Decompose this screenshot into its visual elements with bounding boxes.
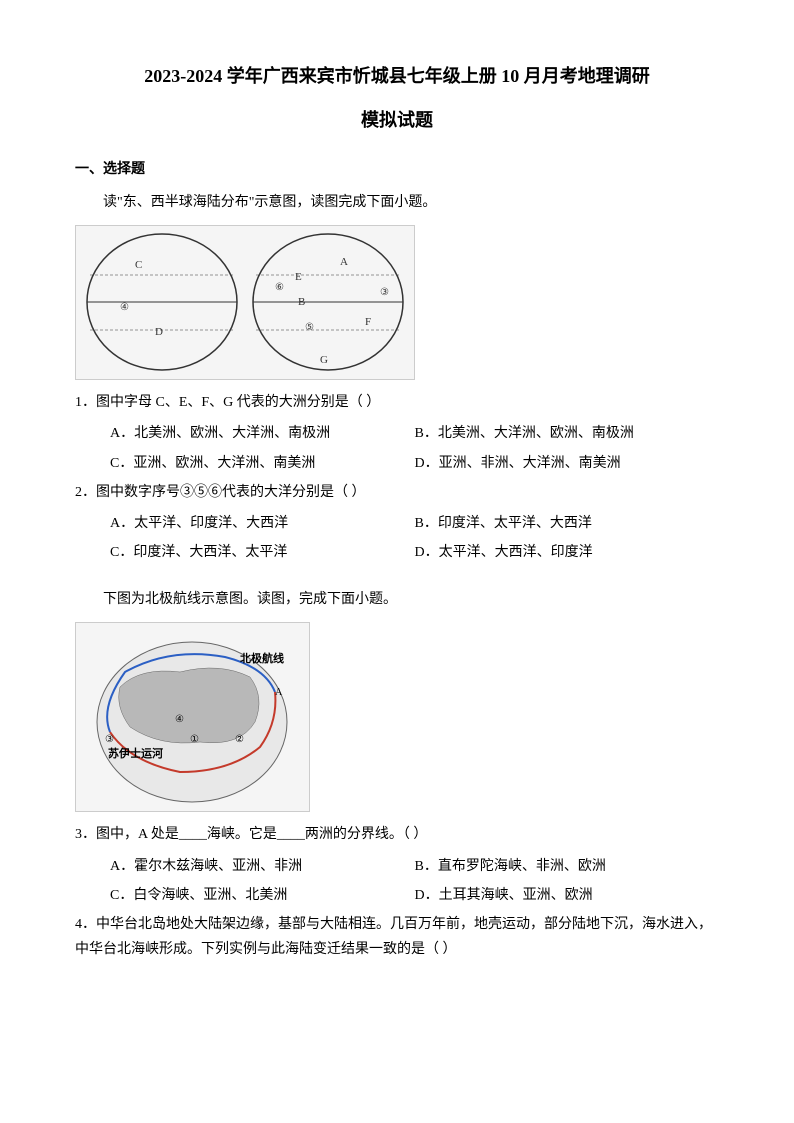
svg-text:②: ② [235,734,244,745]
q2-option-d: D．太平洋、大西洋、印度洋 [415,540,720,565]
hemisphere-map-image: C D ④ A E B F G ⑥ ⑤ ③ [75,225,415,380]
q3-option-d: D．土耳其海峡、亚洲、欧洲 [415,883,720,908]
q1-option-c: C．亚洲、欧洲、大洋洲、南美洲 [110,451,415,476]
svg-text:A: A [275,687,283,698]
svg-text:苏伊士运河: 苏伊士运河 [108,746,163,760]
q1-option-d: D．亚洲、非洲、大洋洲、南美洲 [415,451,720,476]
arctic-route-map-image: 北极航线 A ③ ④ ① ② 苏伊士运河 [75,622,310,812]
svg-text:③: ③ [105,734,114,745]
q1-option-b: B．北美洲、大洋洲、欧洲、南极洲 [415,421,720,446]
q2-option-a: A．太平洋、印度洋、大西洋 [110,511,415,536]
q3-option-c: C．白令海峡、亚洲、北美洲 [110,883,415,908]
svg-text:A: A [340,256,348,268]
svg-text:北极航线: 北极航线 [240,651,284,665]
svg-text:④: ④ [175,714,184,725]
svg-text:⑤: ⑤ [305,322,314,333]
svg-text:⑥: ⑥ [275,282,284,293]
q3-option-b: B．直布罗陀海峡、非洲、欧洲 [415,854,720,879]
svg-text:①: ① [190,734,199,745]
question-2: 2．图中数字序号③⑤⑥代表的大洋分别是（ ） [75,480,719,505]
q1-option-a: A．北美洲、欧洲、大洋洲、南极洲 [110,421,415,446]
svg-text:E: E [295,271,302,283]
instruction-1: 读"东、西半球海陆分布"示意图，读图完成下面小题。 [75,190,719,215]
question-1: 1．图中字母 C、E、F、G 代表的大洲分别是（ ） [75,390,719,415]
instruction-2: 下图为北极航线示意图。读图，完成下面小题。 [75,587,719,612]
q2-option-c: C．印度洋、大西洋、太平洋 [110,540,415,565]
svg-text:F: F [365,316,371,328]
q2-option-b: B．印度洋、太平洋、大西洋 [415,511,720,536]
subtitle: 模拟试题 [75,104,719,136]
svg-text:B: B [298,296,305,308]
svg-text:④: ④ [120,302,129,313]
svg-text:D: D [155,326,163,338]
svg-text:G: G [320,354,328,366]
svg-text:C: C [135,259,142,271]
section-header: 一、选择题 [75,157,719,182]
question-4: 4．中华台北岛地处大陆架边缘，基部与大陆相连。几百万年前，地壳运动，部分陆地下沉… [75,912,719,962]
question-3: 3．图中，A 处是____海峡。它是____两洲的分界线。（ ） [75,822,719,847]
svg-text:③: ③ [380,287,389,298]
main-title: 2023-2024 学年广西来宾市忻城县七年级上册 10 月月考地理调研 [75,60,719,92]
q3-option-a: A．霍尔木兹海峡、亚洲、非洲 [110,854,415,879]
